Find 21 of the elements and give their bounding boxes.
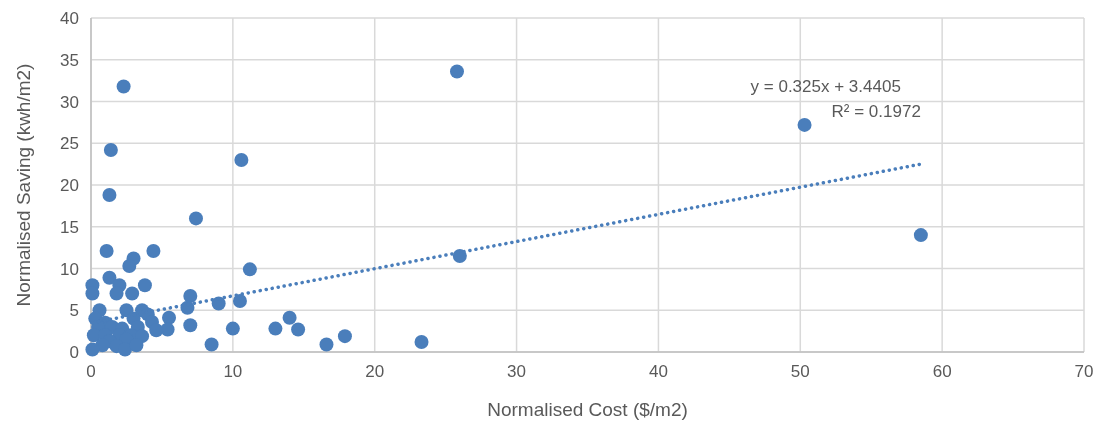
x-tick-label: 70 xyxy=(1074,362,1094,381)
y-tick-label: 35 xyxy=(60,50,79,70)
x-tick-label: 10 xyxy=(223,362,243,381)
x-tick-label: 40 xyxy=(648,362,668,381)
x-tick-label: 30 xyxy=(507,362,527,381)
x-axis-title: Normalised Cost ($/m2) xyxy=(487,399,688,420)
x-tick-label: 60 xyxy=(932,362,952,381)
y-tick-label: 20 xyxy=(60,176,79,195)
annotation: R² = 0.1972 xyxy=(831,102,921,122)
annotation: y = 0.325x + 3.4405 xyxy=(750,77,901,97)
y-tick-label: 0 xyxy=(69,343,79,362)
x-tick-label: 0 xyxy=(86,362,96,381)
x-tick-label: 20 xyxy=(365,362,385,381)
y-tick-label: 25 xyxy=(60,134,79,154)
y-tick-label: 5 xyxy=(69,301,79,321)
y-tick-label: 30 xyxy=(60,92,79,112)
x-tick-label: 50 xyxy=(790,362,810,381)
y-axis-title: Normalised Saving (kwh/m2) xyxy=(13,63,34,307)
y-tick-label: 10 xyxy=(60,259,79,279)
y-tick-label: 15 xyxy=(60,217,79,237)
y-tick-label: 40 xyxy=(60,9,79,28)
